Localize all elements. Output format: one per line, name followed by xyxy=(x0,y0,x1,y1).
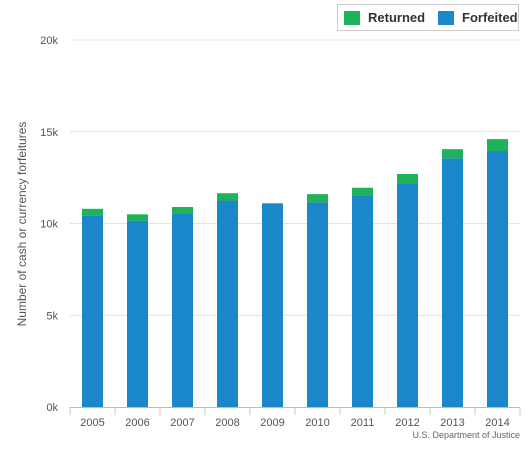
legend-label-returned: Returned xyxy=(368,10,426,25)
bar-returned-2013 xyxy=(442,149,463,159)
x-axis: 2005 2006 2007 2008 2009 2010 2011 2012 2013 2014 xyxy=(69,407,521,429)
bar-returned-2006 xyxy=(127,214,148,221)
bar-returned-2010 xyxy=(307,194,328,203)
y-tick-label: 15k xyxy=(40,127,58,139)
bar-forfeited-2008 xyxy=(217,200,238,407)
bar-forfeited-2005 xyxy=(82,215,103,407)
y-axis: 0k 5k 10k 15k 20k xyxy=(40,35,58,414)
bar-returned-2012 xyxy=(397,173,418,184)
legend-item-returned: Returned xyxy=(344,10,425,25)
y-tick-label: 10k xyxy=(40,219,58,231)
x-tick-label: 2014 xyxy=(485,417,509,429)
x-tick-label: 2010 xyxy=(305,417,329,429)
x-tick-label: 2007 xyxy=(170,417,194,429)
x-tick-label: 2009 xyxy=(260,417,284,429)
source-note: U.S. Department of Justice xyxy=(412,430,520,440)
bar-returned-2008 xyxy=(217,193,238,201)
x-tick-label: 2012 xyxy=(395,417,419,429)
bar-forfeited-2014 xyxy=(487,151,508,407)
bar-returned-2005 xyxy=(82,208,103,216)
bar-forfeited-2007 xyxy=(172,213,193,407)
bar-returned-2011 xyxy=(352,187,373,196)
x-tick-label: 2013 xyxy=(440,417,464,429)
legend-swatch-forfeited xyxy=(438,10,454,25)
bars xyxy=(82,139,508,407)
bar-forfeited-2009 xyxy=(262,203,283,407)
bar-forfeited-2012 xyxy=(397,183,418,407)
legend-label-forfeited: Forfeited xyxy=(462,10,518,25)
bar-forfeited-2011 xyxy=(352,195,373,407)
x-tick-label: 2006 xyxy=(125,417,149,429)
legend-item-forfeited: Forfeited xyxy=(438,10,518,25)
bar-forfeited-2006 xyxy=(127,220,148,407)
bar-forfeited-2010 xyxy=(307,202,328,407)
x-tick-label: 2005 xyxy=(80,417,104,429)
legend: Returned Forfeited xyxy=(337,4,519,31)
x-tick-label: 2011 xyxy=(351,417,375,429)
legend-swatch-returned xyxy=(344,10,360,25)
bar-returned-2007 xyxy=(172,206,193,214)
y-tick-label: 20k xyxy=(40,35,58,47)
bar-forfeited-2013 xyxy=(442,158,463,407)
x-tick-label: 2008 xyxy=(215,417,239,429)
y-tick-label: 5k xyxy=(46,310,58,322)
bar-returned-2014 xyxy=(487,139,508,152)
y-axis-label: Number of cash or currency forfeitures xyxy=(15,122,29,327)
y-tick-label: 0k xyxy=(46,402,58,414)
